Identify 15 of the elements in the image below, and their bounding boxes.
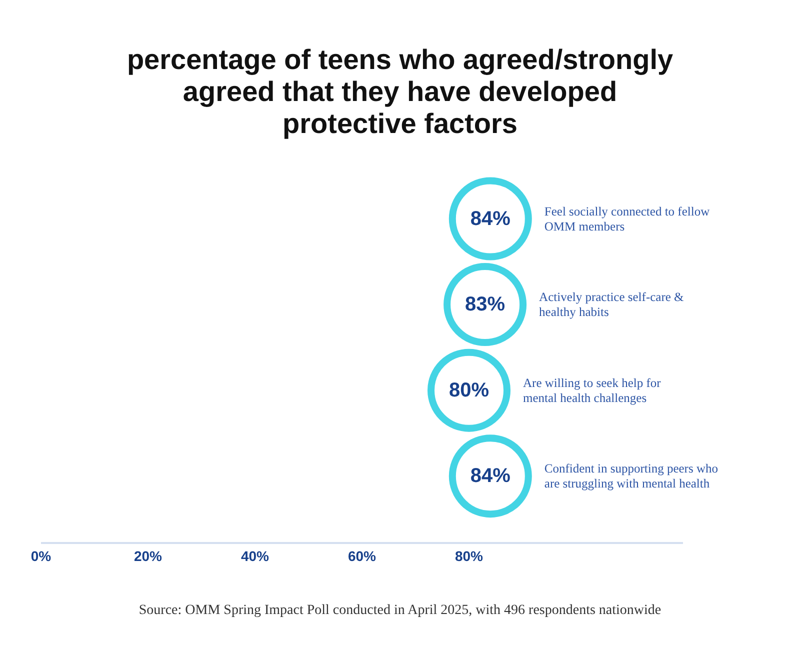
y-tick-label: Feel socially connected to fellow OMM members	[544, 204, 710, 234]
x-tick-label: 40%	[240, 548, 270, 564]
data-label: 84%	[470, 208, 511, 230]
data-label: 83%	[465, 294, 506, 316]
x-tick-label: 60%	[348, 548, 377, 564]
x-tick-label: 0%	[30, 548, 52, 564]
x-tick-label: 20%	[134, 548, 163, 564]
y-tick-label: Confident in supporting peers who are struggling with mental health	[544, 462, 718, 491]
y-tick-label: Actively practice self-care & healthy habits	[539, 290, 684, 320]
source-note: Source: OMM Spring Impact Poll conducted in April 2025, with 496 respondents nationwide	[138, 602, 662, 619]
data-label: 80%	[448, 379, 490, 402]
x-tick-label: 80%	[454, 548, 484, 564]
y-tick-label: Are willing to seek help for mental health challenges	[523, 376, 662, 405]
chart-title: percentage of teens who agreed/strongly agreed that they have developed protective factors	[126, 43, 674, 141]
data-label: 84%	[470, 465, 511, 488]
